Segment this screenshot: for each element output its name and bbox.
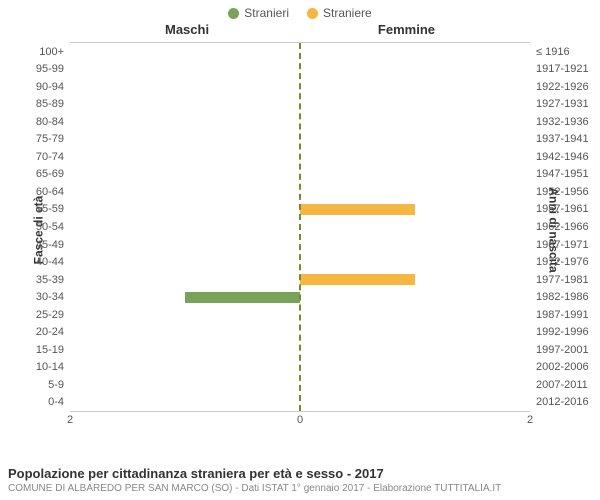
age-label: 25-29 — [4, 309, 70, 321]
bar-male — [185, 292, 300, 303]
birth-label: 1967-1971 — [530, 239, 596, 251]
chart-footer: Popolazione per cittadinanza straniera p… — [8, 466, 501, 494]
age-label: 30-34 — [4, 291, 70, 303]
birth-label: 1957-1961 — [530, 203, 596, 215]
birth-label: 1987-1991 — [530, 309, 596, 321]
birth-label: 1952-1956 — [530, 186, 596, 198]
chart-legend: Stranieri Straniere — [0, 0, 600, 20]
age-label: 45-49 — [4, 239, 70, 251]
age-label: 70-74 — [4, 151, 70, 163]
age-label: 80-84 — [4, 116, 70, 128]
age-label: 40-44 — [4, 256, 70, 268]
age-label: 90-94 — [4, 81, 70, 93]
x-tick: 2 — [527, 414, 533, 426]
center-divider — [299, 43, 301, 411]
age-label: 60-64 — [4, 186, 70, 198]
age-label: 100+ — [4, 46, 70, 58]
plot-area: 100+≤ 191695-991917-192190-941922-192685… — [70, 42, 530, 412]
age-label: 0-4 — [4, 396, 70, 408]
birth-label: 1927-1931 — [530, 98, 596, 110]
bar-female — [300, 274, 415, 285]
age-label: 35-39 — [4, 274, 70, 286]
legend-dot-male — [228, 8, 239, 19]
age-label: 95-99 — [4, 63, 70, 75]
birth-label: 1997-2001 — [530, 344, 596, 356]
birth-label: 1972-1976 — [530, 256, 596, 268]
age-label: 55-59 — [4, 203, 70, 215]
birth-label: 1917-1921 — [530, 63, 596, 75]
chart-area: Maschi Femmine Fasce di età Anni di nasc… — [0, 20, 600, 440]
birth-label: ≤ 1916 — [530, 46, 596, 58]
age-label: 5-9 — [4, 379, 70, 391]
birth-label: 1922-1926 — [530, 81, 596, 93]
birth-label: 1982-1986 — [530, 291, 596, 303]
legend-label-female: Straniere — [323, 6, 372, 20]
column-title-male: Maschi — [165, 22, 209, 37]
birth-label: 2007-2011 — [530, 379, 596, 391]
birth-label: 1977-1981 — [530, 274, 596, 286]
legend-item-male: Stranieri — [228, 6, 289, 20]
x-axis-ticks: 2 0 2 — [70, 414, 530, 430]
birth-label: 1932-1936 — [530, 116, 596, 128]
chart-subtitle: COMUNE DI ALBAREDO PER SAN MARCO (SO) - … — [8, 483, 501, 494]
age-label: 75-79 — [4, 133, 70, 145]
birth-label: 2002-2006 — [530, 361, 596, 373]
legend-label-male: Stranieri — [244, 6, 289, 20]
birth-label: 1942-1946 — [530, 151, 596, 163]
chart-title: Popolazione per cittadinanza straniera p… — [8, 466, 501, 481]
birth-label: 1992-1996 — [530, 326, 596, 338]
x-tick: 0 — [297, 414, 303, 426]
age-label: 85-89 — [4, 98, 70, 110]
age-label: 50-54 — [4, 221, 70, 233]
age-label: 15-19 — [4, 344, 70, 356]
legend-item-female: Straniere — [307, 6, 372, 20]
age-label: 10-14 — [4, 361, 70, 373]
column-title-female: Femmine — [378, 22, 435, 37]
birth-label: 1962-1966 — [530, 221, 596, 233]
birth-label: 1947-1951 — [530, 168, 596, 180]
x-tick: 2 — [67, 414, 73, 426]
birth-label: 2012-2016 — [530, 396, 596, 408]
age-label: 65-69 — [4, 168, 70, 180]
age-label: 20-24 — [4, 326, 70, 338]
legend-dot-female — [307, 8, 318, 19]
bar-female — [300, 204, 415, 215]
birth-label: 1937-1941 — [530, 133, 596, 145]
